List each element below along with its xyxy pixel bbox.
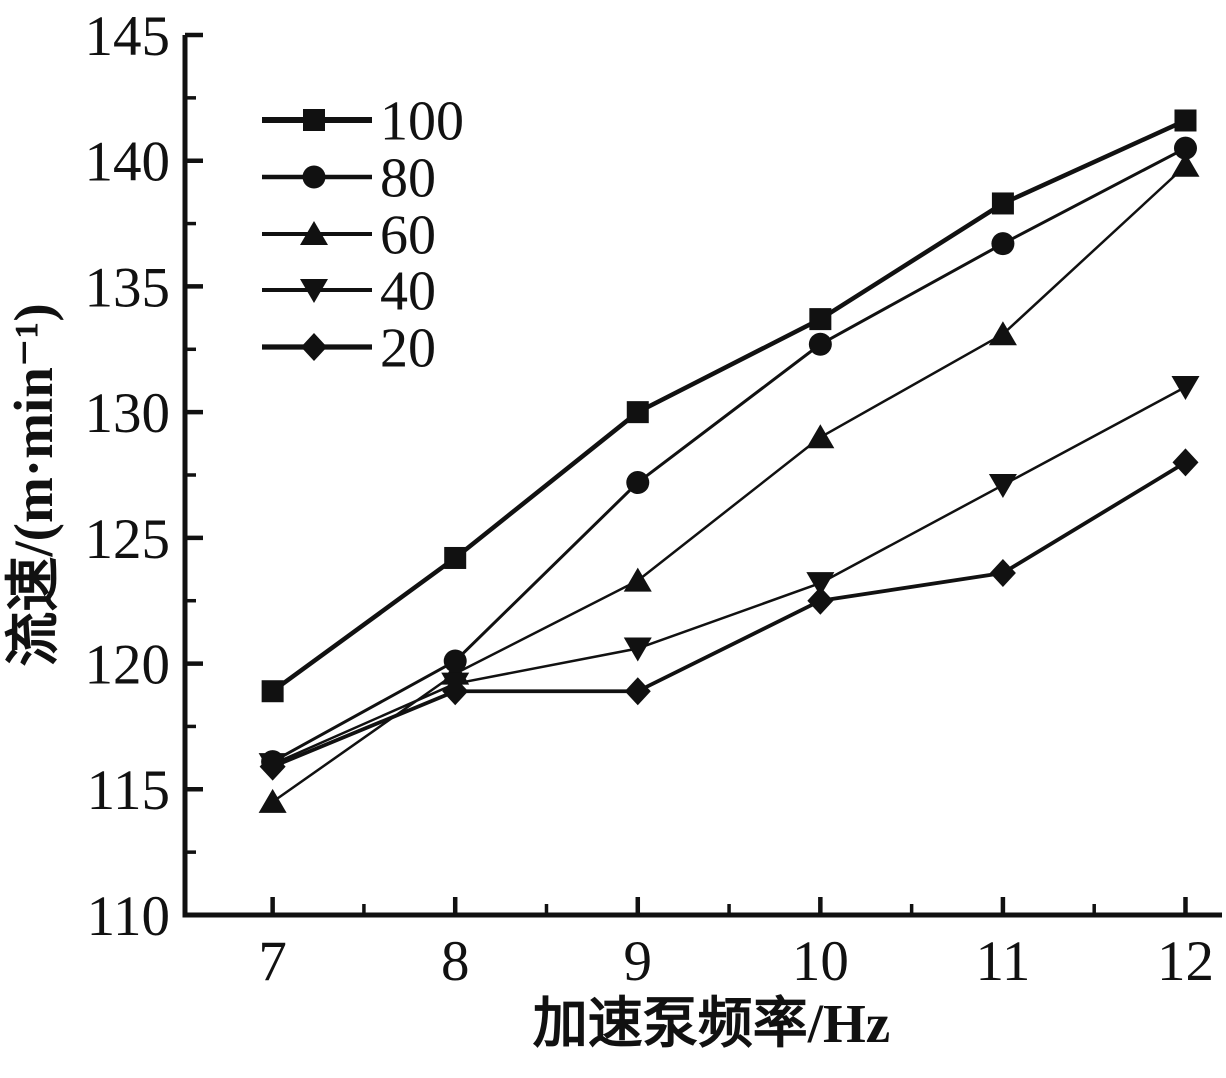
- circle-marker-icon: [1173, 136, 1197, 160]
- legend-entry: 100: [262, 91, 464, 153]
- triangle-up-marker-icon: [258, 788, 287, 813]
- legend-label: 20: [380, 318, 436, 380]
- series-100: [261, 109, 1197, 703]
- triangle-up-marker-icon: [806, 424, 835, 449]
- legend-entry: 40: [262, 261, 436, 323]
- triangle-down-marker-icon: [806, 572, 835, 597]
- circle-marker-icon: [991, 232, 1015, 256]
- y-tick-label: 145: [85, 5, 171, 68]
- legend-label: 100: [380, 91, 464, 153]
- y-tick-label: 130: [85, 382, 171, 445]
- triangle-down-marker-icon: [988, 474, 1017, 499]
- diamond-marker-icon: [624, 677, 651, 706]
- legend-label: 60: [380, 205, 436, 267]
- y-tick-label: 125: [85, 508, 171, 571]
- triangle-down-marker-icon: [300, 279, 328, 303]
- legend-label: 40: [380, 261, 436, 323]
- series-line-100: [271, 118, 1187, 694]
- series-40: [258, 376, 1200, 778]
- square-marker-icon: [809, 308, 832, 331]
- y-axis-title: 流速/(m·min⁻¹): [3, 303, 64, 666]
- diamond-marker-icon: [442, 677, 469, 706]
- square-marker-icon: [1174, 109, 1197, 132]
- x-tick-label: 7: [258, 930, 287, 993]
- square-marker-icon: [626, 401, 649, 424]
- legend-entry: 80: [262, 148, 436, 210]
- y-tick-label: 115: [87, 759, 170, 822]
- circle-marker-icon: [302, 165, 326, 189]
- triangle-up-marker-icon: [300, 221, 328, 245]
- diamond-marker-icon: [259, 752, 286, 781]
- square-marker-icon: [261, 680, 284, 703]
- legend-label: 80: [380, 148, 436, 210]
- series-line-80: [271, 146, 1187, 763]
- y-tick-label: 120: [85, 634, 171, 697]
- diamond-marker-icon: [301, 333, 327, 361]
- diamond-marker-icon: [807, 586, 834, 615]
- x-tick-label: 9: [624, 930, 653, 993]
- series-line-60: [271, 164, 1187, 803]
- legend-entry: 20: [262, 318, 436, 380]
- triangle-up-marker-icon: [623, 567, 652, 592]
- circle-marker-icon: [808, 332, 832, 356]
- square-marker-icon: [991, 192, 1014, 215]
- diamond-marker-icon: [1172, 448, 1199, 477]
- x-tick-label: 8: [441, 930, 470, 993]
- series-line-40: [272, 385, 1187, 766]
- triangle-down-marker-icon: [623, 637, 652, 662]
- square-marker-icon: [444, 546, 467, 569]
- square-marker-icon: [303, 109, 325, 131]
- triangle-up-marker-icon: [1171, 152, 1200, 177]
- series-line-20: [271, 460, 1187, 769]
- circle-marker-icon: [626, 471, 650, 495]
- diamond-marker-icon: [989, 559, 1016, 588]
- y-tick-label: 140: [85, 131, 171, 194]
- legend-entry: 60: [262, 205, 436, 267]
- x-tick-label: 11: [975, 930, 1030, 993]
- x-tick-label: 12: [1157, 930, 1214, 993]
- y-tick-label: 135: [85, 256, 171, 319]
- y-tick-label: 110: [87, 885, 170, 948]
- x-tick-label: 10: [792, 930, 849, 993]
- series-20: [259, 448, 1199, 781]
- triangle-down-marker-icon: [1171, 376, 1200, 400]
- x-axis-title: 加速泵频率/Hz: [533, 993, 890, 1054]
- triangle-up-marker-icon: [988, 321, 1017, 346]
